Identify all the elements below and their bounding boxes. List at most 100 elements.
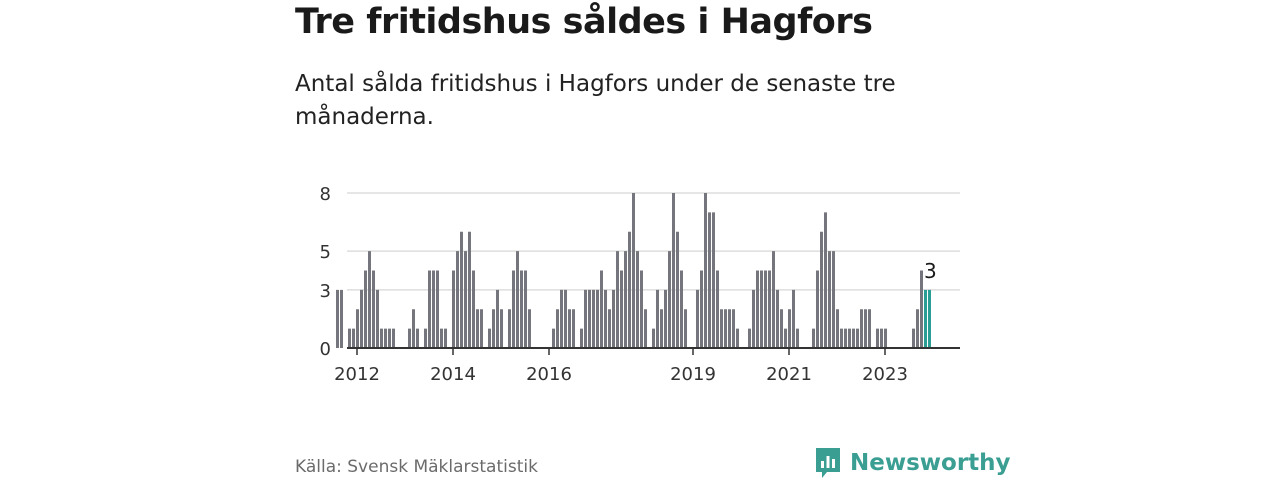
bar <box>432 270 435 348</box>
x-tick-label: 2021 <box>766 364 812 385</box>
bar <box>468 231 471 348</box>
bar <box>780 309 783 348</box>
bar <box>760 270 763 348</box>
bar <box>824 212 827 348</box>
x-tick-label: 2012 <box>334 364 380 385</box>
bar <box>632 193 635 348</box>
bar <box>816 270 819 348</box>
bar <box>616 251 619 348</box>
bar <box>336 289 339 348</box>
x-tick-label: 2019 <box>670 364 716 385</box>
bar <box>860 309 863 348</box>
bar <box>912 328 915 348</box>
y-tick-label: 3 <box>320 281 331 302</box>
bar <box>488 328 491 348</box>
bar <box>756 270 759 348</box>
bar <box>596 289 599 348</box>
bar <box>604 289 607 348</box>
bar <box>832 251 835 348</box>
bar <box>792 289 795 348</box>
bar <box>820 231 823 348</box>
bar <box>472 270 475 348</box>
bar <box>412 309 415 348</box>
newsworthy-logo: Newsworthy <box>814 446 1011 480</box>
bar <box>672 193 675 348</box>
y-tick-label: 8 <box>320 184 331 205</box>
bar <box>340 289 343 348</box>
bar <box>752 289 755 348</box>
brand-name: Newsworthy <box>850 450 1011 476</box>
chart-title: Tre fritidshus såldes i Hagfors <box>295 2 873 42</box>
bar <box>848 328 851 348</box>
source-note: Källa: Svensk Mäklarstatistik <box>295 457 538 477</box>
y-tick-label: 5 <box>320 242 331 263</box>
bar <box>876 328 879 348</box>
bar <box>572 309 575 348</box>
axes: 0 3 5 8 2012 2014 2016 2019 2021 2023 3 <box>320 184 960 385</box>
bar <box>768 270 771 348</box>
bar <box>628 231 631 348</box>
bar <box>416 328 419 348</box>
bar <box>644 309 647 348</box>
bar <box>508 309 511 348</box>
bar <box>844 328 847 348</box>
bar <box>560 289 563 348</box>
bar <box>764 270 767 348</box>
bar <box>916 309 919 348</box>
bar <box>864 309 867 348</box>
bar <box>884 328 887 348</box>
bar <box>856 328 859 348</box>
bar <box>660 309 663 348</box>
bar <box>928 289 931 348</box>
y-tick-label: 0 <box>320 339 331 360</box>
bar <box>460 231 463 348</box>
bar <box>852 328 855 348</box>
bar-chart: 0 3 5 8 2012 2014 2016 2019 2021 2023 3 <box>320 184 960 385</box>
bar <box>736 328 739 348</box>
bar <box>636 251 639 348</box>
bar <box>704 193 707 348</box>
bar <box>568 309 571 348</box>
bar <box>716 270 719 348</box>
bar <box>436 270 439 348</box>
bar <box>444 328 447 348</box>
bar <box>720 309 723 348</box>
bar <box>696 289 699 348</box>
bar <box>528 309 531 348</box>
bar <box>368 251 371 348</box>
bar <box>612 289 615 348</box>
bar <box>584 289 587 348</box>
bar <box>924 289 927 348</box>
bar <box>408 328 411 348</box>
bar <box>600 270 603 348</box>
bar <box>376 289 379 348</box>
bar <box>684 309 687 348</box>
bar <box>812 328 815 348</box>
bar <box>356 309 359 348</box>
bars <box>336 193 931 348</box>
bar <box>784 328 787 348</box>
bar <box>868 309 871 348</box>
newsworthy-icon <box>816 448 840 478</box>
bar <box>480 309 483 348</box>
bar <box>364 270 367 348</box>
x-tick-label: 2023 <box>862 364 908 385</box>
bar <box>920 270 923 348</box>
bar <box>708 212 711 348</box>
chart-subtitle: Antal sålda fritidshus i Hagfors under d… <box>295 71 896 130</box>
data-label: 3 <box>924 259 937 283</box>
gridlines <box>347 192 960 291</box>
bar <box>796 328 799 348</box>
bar <box>388 328 391 348</box>
bar <box>652 328 655 348</box>
bar <box>360 289 363 348</box>
bar <box>348 328 351 348</box>
bar <box>380 328 383 348</box>
bar <box>476 309 479 348</box>
bar <box>776 289 779 348</box>
bar <box>372 270 375 348</box>
bar <box>456 251 459 348</box>
bar <box>828 251 831 348</box>
bar <box>724 309 727 348</box>
bar <box>352 328 355 348</box>
